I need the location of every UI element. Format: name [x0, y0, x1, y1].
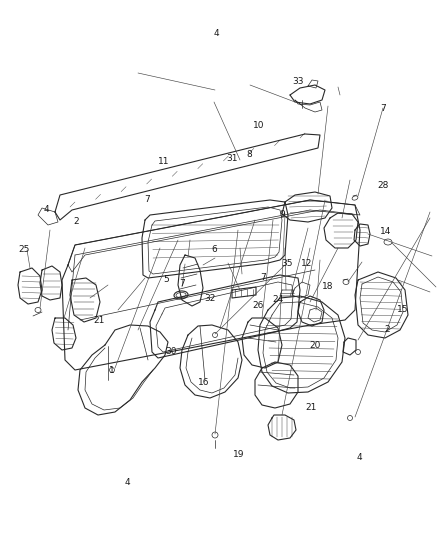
- Text: 4: 4: [124, 478, 130, 487]
- Text: 4: 4: [214, 29, 219, 38]
- Text: 32: 32: [205, 294, 216, 303]
- Text: 7: 7: [144, 196, 150, 204]
- Text: 2: 2: [385, 325, 390, 334]
- Text: 31: 31: [226, 155, 238, 163]
- Text: 30: 30: [165, 348, 177, 356]
- Text: 10: 10: [253, 122, 264, 130]
- Text: 7: 7: [179, 279, 185, 287]
- Text: 26: 26: [253, 302, 264, 310]
- Text: 28: 28: [378, 181, 389, 190]
- Text: 4: 4: [43, 205, 49, 214]
- Text: 14: 14: [380, 228, 391, 236]
- Text: 12: 12: [301, 260, 312, 268]
- Text: 9: 9: [279, 210, 286, 219]
- Text: 2: 2: [74, 217, 79, 225]
- Text: 6: 6: [212, 245, 218, 254]
- Text: 20: 20: [310, 341, 321, 350]
- Text: 11: 11: [158, 157, 169, 166]
- Text: 7: 7: [260, 273, 266, 281]
- Text: 21: 21: [305, 403, 317, 412]
- Text: 24: 24: [272, 295, 284, 304]
- Text: 15: 15: [397, 305, 409, 313]
- Text: 5: 5: [163, 275, 170, 284]
- Text: 21: 21: [93, 316, 104, 325]
- Text: 1: 1: [109, 366, 115, 375]
- Text: 18: 18: [322, 282, 333, 291]
- Text: 7: 7: [380, 104, 386, 113]
- Text: 19: 19: [233, 450, 244, 459]
- Text: 4: 4: [357, 453, 362, 462]
- Text: 25: 25: [18, 245, 30, 254]
- Text: 33: 33: [292, 77, 304, 85]
- Text: 8: 8: [247, 150, 253, 159]
- Text: 35: 35: [281, 259, 293, 268]
- Text: 16: 16: [198, 378, 209, 386]
